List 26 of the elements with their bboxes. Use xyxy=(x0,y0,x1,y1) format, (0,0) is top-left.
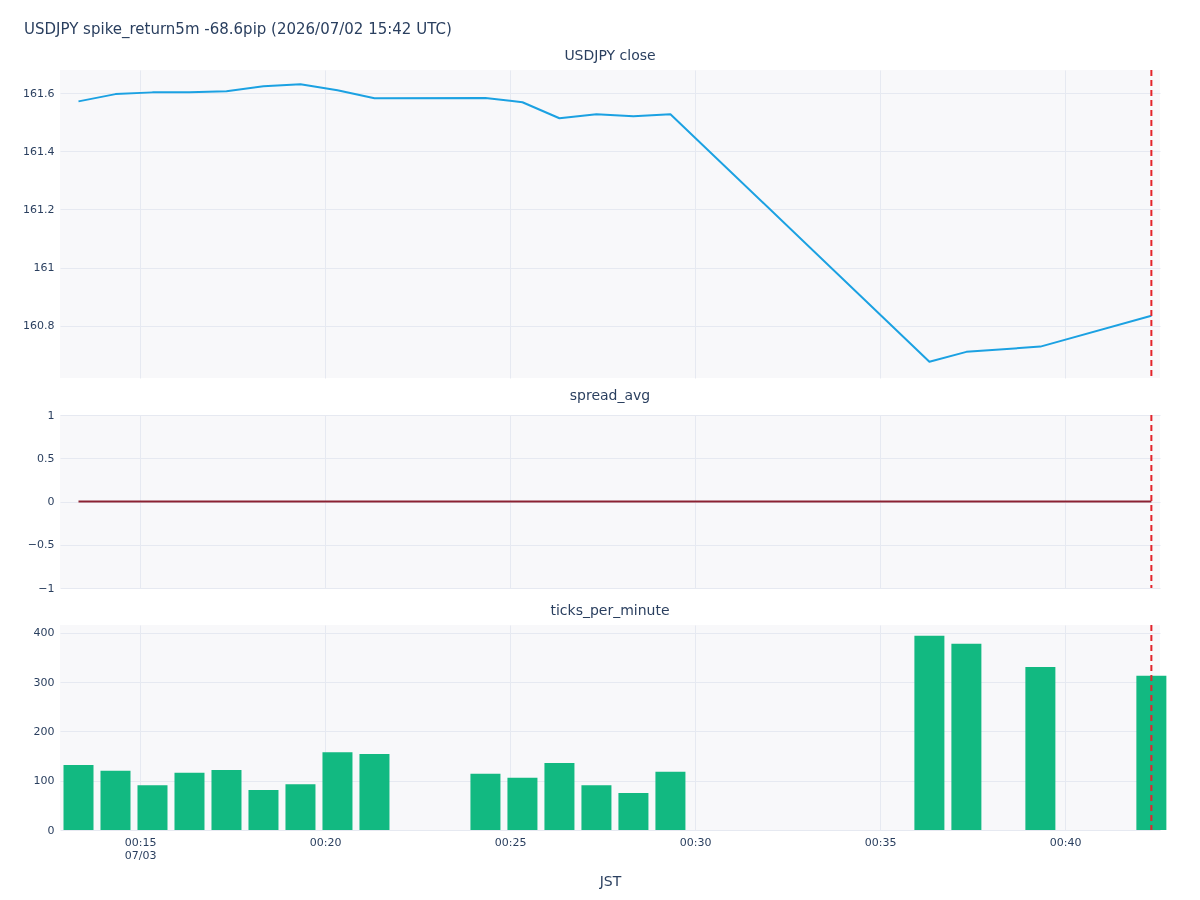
x-tick-label: 00:15 07/03 xyxy=(124,835,157,862)
chart-title: USDJPY spike_return5m -68.6pip (2026/07/02 15:42 UTC) xyxy=(24,20,452,38)
x-tick-label: 00:30 xyxy=(679,835,712,849)
y-tick-label: 160.8 xyxy=(23,319,55,333)
x-tick-label: 00:40 xyxy=(1049,835,1082,849)
chart-subtitle: spread_avg xyxy=(569,387,651,403)
chart-subtitle: USDJPY close xyxy=(564,47,656,63)
chart-subtitle: ticks_per_minute xyxy=(550,602,670,618)
x-tick-label: 00:35 xyxy=(864,835,897,849)
y-tick-label: 300 xyxy=(33,675,55,689)
y-tick-label: 100 xyxy=(33,774,55,788)
y-tick-label: −0.5 xyxy=(27,538,55,552)
y-tick-label: 161.4 xyxy=(23,144,55,158)
y-tick-label: 400 xyxy=(33,626,55,640)
y-tick-label: 0 xyxy=(47,823,55,837)
x-axis-title: JST xyxy=(598,872,622,889)
y-tick-label: 0 xyxy=(47,495,55,508)
y-tick-label: −1 xyxy=(38,581,55,595)
x-tick-label: 00:25 xyxy=(494,835,527,849)
y-tick-label: 161 xyxy=(33,261,55,275)
y-tick-label: 161.6 xyxy=(23,86,55,100)
y-tick-label: 0.5 xyxy=(37,451,55,465)
x-tick-label: 00:20 xyxy=(309,835,342,849)
y-tick-label: 161.2 xyxy=(23,202,55,216)
y-tick-label: 200 xyxy=(33,724,55,738)
y-tick-label: 1 xyxy=(47,408,55,422)
